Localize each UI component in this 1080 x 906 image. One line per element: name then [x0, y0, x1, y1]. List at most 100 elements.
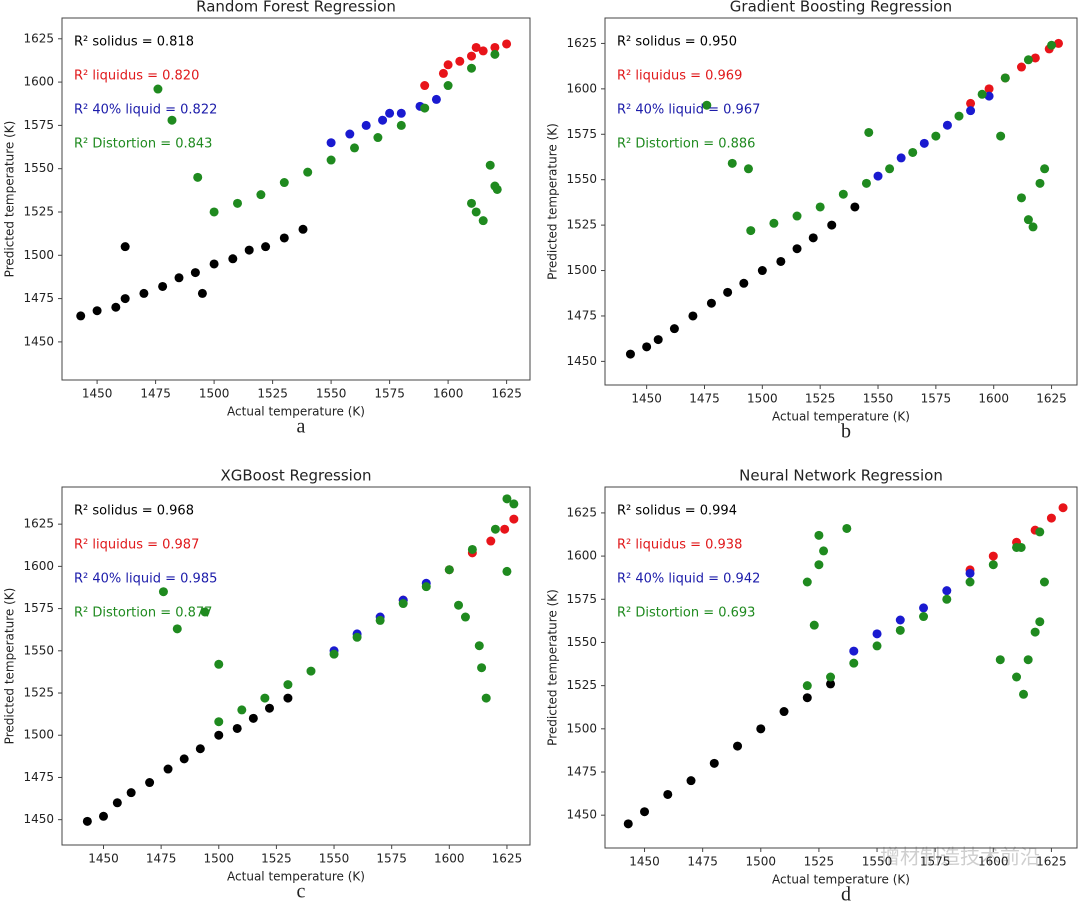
point — [815, 202, 825, 212]
point — [850, 202, 860, 212]
point — [792, 244, 802, 254]
point — [809, 620, 819, 630]
point — [326, 155, 336, 165]
point — [244, 245, 254, 255]
point — [965, 577, 975, 587]
y-tick-label: 1475 — [566, 765, 597, 779]
point — [885, 164, 895, 174]
point — [283, 680, 293, 690]
point — [1023, 215, 1033, 225]
point — [82, 816, 92, 826]
point — [919, 612, 929, 622]
point — [1028, 222, 1038, 232]
r2-annotation: R² 40% liquid = 0.942 — [617, 572, 760, 587]
x-tick-label: 1575 — [374, 387, 405, 401]
x-axis-label: Actual temperature (K) — [772, 410, 910, 424]
point — [996, 131, 1006, 141]
point — [256, 190, 266, 200]
y-tick-label: 1500 — [566, 721, 597, 735]
point — [814, 530, 824, 540]
x-tick-label: 1450 — [629, 855, 660, 869]
point — [490, 49, 500, 59]
point — [977, 89, 987, 99]
point — [1016, 193, 1026, 203]
point — [139, 288, 149, 298]
x-tick-label: 1475 — [146, 852, 177, 866]
point — [158, 587, 168, 597]
x-tick-label: 1450 — [631, 392, 662, 406]
point — [864, 127, 874, 137]
point — [474, 641, 484, 651]
point — [145, 778, 155, 788]
y-axis-label: Predicted temperature (K) — [546, 123, 560, 280]
point — [438, 68, 448, 78]
r2-annotation: R² liquidus = 0.987 — [74, 538, 199, 553]
x-tick-label: 1475 — [687, 855, 718, 869]
point — [686, 776, 696, 786]
y-tick-label: 1600 — [23, 75, 54, 89]
point — [942, 120, 952, 130]
y-tick-label: 1450 — [566, 354, 597, 368]
point — [769, 218, 779, 228]
point — [739, 278, 749, 288]
point — [478, 46, 488, 56]
point — [163, 764, 173, 774]
point — [329, 649, 339, 659]
point — [988, 560, 998, 570]
y-tick-label: 1450 — [566, 808, 597, 822]
y-tick-label: 1575 — [566, 592, 597, 606]
y-tick-label: 1475 — [23, 770, 54, 784]
point — [849, 658, 859, 668]
y-tick-label: 1525 — [566, 218, 597, 232]
point — [1030, 53, 1040, 63]
y-tick-label: 1625 — [566, 505, 597, 519]
point — [261, 242, 271, 252]
x-tick-label: 1600 — [434, 852, 465, 866]
point — [193, 172, 203, 182]
point — [966, 106, 976, 116]
point — [995, 655, 1005, 665]
point — [1023, 55, 1033, 65]
point — [827, 220, 837, 230]
x-tick-label: 1550 — [863, 392, 894, 406]
point — [1012, 672, 1022, 682]
point — [396, 120, 406, 130]
y-axis-label: Predicted temperature (K) — [546, 589, 560, 746]
point — [467, 544, 477, 554]
x-tick-label: 1525 — [257, 387, 288, 401]
point — [746, 226, 756, 236]
chart-title: Gradient Boosting Regression — [730, 0, 952, 16]
x-tick-label: 1475 — [689, 392, 720, 406]
x-tick-label: 1475 — [140, 387, 171, 401]
point — [167, 115, 177, 125]
x-tick-label: 1550 — [316, 387, 347, 401]
point — [112, 798, 122, 808]
plot-frame — [604, 17, 1078, 386]
point — [214, 659, 224, 669]
point — [1030, 627, 1040, 637]
r2-annotation: R² liquidus = 0.938 — [617, 538, 742, 553]
r2-annotation: R² solidus = 0.950 — [617, 35, 737, 50]
r2-annotation: R² 40% liquid = 0.967 — [617, 103, 760, 118]
point — [378, 115, 388, 125]
point — [1058, 503, 1068, 513]
y-tick-label: 1450 — [23, 812, 54, 826]
plot-frame — [604, 486, 1078, 849]
point — [214, 730, 224, 740]
point — [895, 615, 905, 625]
point — [1053, 38, 1063, 48]
panel-label: a — [297, 416, 306, 438]
point — [375, 615, 385, 625]
point — [120, 294, 130, 304]
x-tick-label: 1575 — [376, 852, 407, 866]
point — [209, 207, 219, 217]
point — [195, 744, 205, 754]
point — [303, 167, 313, 177]
point — [492, 184, 502, 194]
chart-title: XGBoost Regression — [220, 467, 371, 485]
point — [1046, 513, 1056, 523]
point — [190, 268, 200, 278]
y-tick-label: 1600 — [23, 559, 54, 573]
point — [919, 603, 929, 613]
point — [471, 42, 481, 52]
